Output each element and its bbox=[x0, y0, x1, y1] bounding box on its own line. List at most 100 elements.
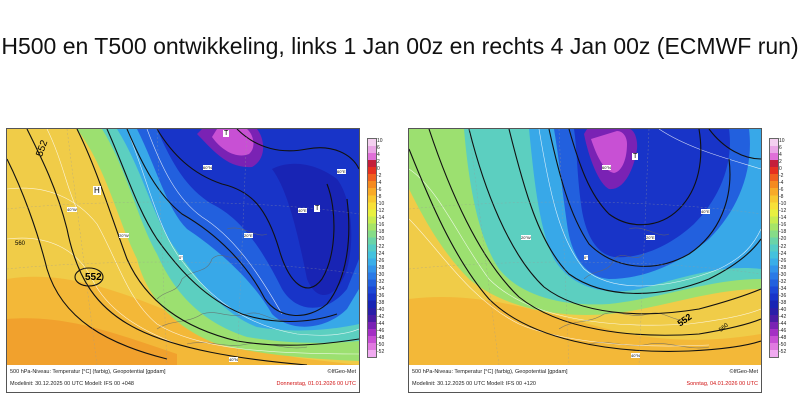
colorbar-tick-label: -8 bbox=[377, 194, 382, 201]
map-right: 552 560 T 60°N 40°N 20°W 0° 20°E 40°E bbox=[408, 128, 762, 366]
temperature-field-left bbox=[7, 129, 359, 365]
colorbar-tick-label: 4 bbox=[377, 152, 380, 159]
colorbar-strip bbox=[769, 138, 779, 358]
footer-model-info: Modelinit: 30.12.2025 00 UTC Modell: IFS… bbox=[10, 381, 134, 387]
low-label-east: T bbox=[314, 205, 321, 212]
colorbar-tick-label: -38 bbox=[779, 299, 787, 306]
colorbar-tick-label: -36 bbox=[779, 292, 787, 299]
lon-label-40e: 40°E bbox=[298, 208, 307, 213]
colorbar-tick-label: -16 bbox=[377, 222, 385, 229]
colorbar-tick-label: -30 bbox=[377, 271, 385, 278]
lon-label-20e: 20°E bbox=[244, 233, 253, 238]
colorbar-tick-label: 0 bbox=[377, 166, 380, 173]
map-footer-left: 500 hPa-Niveau: Temperatur [°C] (farbig)… bbox=[6, 365, 360, 393]
lon-label-20w: 20°W bbox=[521, 235, 531, 240]
lon-label-40w: 40°W bbox=[67, 207, 77, 212]
colorbar-tick-label: -22 bbox=[377, 243, 385, 250]
contour-label-560: 560 bbox=[15, 241, 26, 247]
map-left: 552 560 552 H T T 60°N 40°N 40°W 20°W 0°… bbox=[6, 128, 360, 366]
lat-label-40n: 40°N bbox=[631, 353, 640, 358]
colorbar-tick-label: -18 bbox=[779, 229, 787, 236]
colorbar-tick-label: -52 bbox=[779, 348, 787, 355]
colorbar-tick-label: -14 bbox=[377, 215, 385, 222]
map-panel-right: 552 560 T 60°N 40°N 20°W 0° 20°E 40°E 10… bbox=[408, 128, 800, 393]
colorbar-tick-label: -50 bbox=[377, 341, 385, 348]
colorbar-tick-label: -30 bbox=[779, 271, 787, 278]
low-label: T bbox=[632, 153, 639, 160]
colorbar-tick-label: -32 bbox=[377, 278, 385, 285]
footer-description: 500 hPa-Niveau: Temperatur [°C] (farbig)… bbox=[10, 369, 166, 375]
colorbar-tick-label: -52 bbox=[377, 348, 385, 355]
colorbar-tick-label: -48 bbox=[779, 334, 787, 341]
colorbar-tick-label: -6 bbox=[377, 187, 382, 194]
colorbar-tick-label: 6 bbox=[377, 145, 380, 152]
valid-time: Sonntag, 04.01.2026 00 UTC bbox=[686, 381, 758, 387]
colorbar-tick-label: -24 bbox=[779, 250, 787, 257]
colorbar-tick-label: -42 bbox=[779, 313, 787, 320]
colorbar-tick-label: -10 bbox=[779, 201, 787, 208]
colorbar-tick-label: -20 bbox=[779, 236, 787, 243]
colorbar-tick-label: -40 bbox=[779, 306, 787, 313]
colorbar-tick-label: -34 bbox=[377, 285, 385, 292]
contour-label-552-closed: 552 bbox=[85, 272, 102, 283]
colorbar-tick-label: 2 bbox=[377, 159, 380, 166]
colorbar-tick-label: -44 bbox=[779, 320, 787, 327]
colorbar-tick-label: -8 bbox=[779, 194, 784, 201]
lat-label-60n: 60°N bbox=[602, 165, 611, 170]
colorbar-left: 10 6 4 2 0 -2 -4 -6 -8 -10 -12 -14 -16 -18 -20 -22 -24 -2… bbox=[367, 134, 395, 364]
lon-label-20w: 20°W bbox=[119, 233, 129, 238]
colorbar-tick-label: -32 bbox=[779, 278, 787, 285]
lon-label-20e: 20°E bbox=[646, 235, 655, 240]
copyright-label: ©IfGeo-Met bbox=[327, 369, 356, 375]
colorbar-tick-label: -26 bbox=[779, 257, 787, 264]
colorbar-tick-label: -18 bbox=[377, 229, 385, 236]
colorbar-tick-label: -2 bbox=[779, 173, 784, 180]
lat-label-60n: 60°N bbox=[203, 165, 212, 170]
copyright-label: ©IfGeo-Met bbox=[729, 369, 758, 375]
colorbar-tick-label: -22 bbox=[779, 243, 787, 250]
colorbar-tick-label: -34 bbox=[779, 285, 787, 292]
colorbar-tick-label: -4 bbox=[377, 180, 382, 187]
footer-description: 500 hPa-Niveau: Temperatur [°C] (farbig)… bbox=[412, 369, 568, 375]
colorbar-tick-label: -12 bbox=[779, 208, 787, 215]
colorbar-tick-label: -40 bbox=[377, 306, 385, 313]
colorbar-tick-label: -26 bbox=[377, 257, 385, 264]
colorbar-tick-label: -38 bbox=[377, 299, 385, 306]
valid-time: Donnerstag, 01.01.2026 00 UTC bbox=[276, 381, 357, 387]
colorbar-tick-label: -24 bbox=[377, 250, 385, 257]
colorbar-strip bbox=[367, 138, 377, 358]
low-label: T bbox=[223, 130, 230, 137]
colorbar-tick-label: -36 bbox=[377, 292, 385, 299]
lon-label-40e: 40°E bbox=[701, 209, 710, 214]
temperature-field-right bbox=[409, 129, 761, 365]
colorbar-tick-label: -2 bbox=[377, 173, 382, 180]
colorbar-tick-label: 2 bbox=[779, 159, 782, 166]
colorbar-tick-label: 0 bbox=[779, 166, 782, 173]
colorbar-tick-label: -14 bbox=[779, 215, 787, 222]
colorbar-tick-label: -42 bbox=[377, 313, 385, 320]
footer-model-info: Modelinit: 30.12.2025 00 UTC Modell: IFS… bbox=[412, 381, 536, 387]
colorbar-tick-label: -10 bbox=[377, 201, 385, 208]
colorbar-tick-label: -6 bbox=[779, 187, 784, 194]
lon-label-60e: 60°E bbox=[337, 169, 346, 174]
colorbar-tick-label: -46 bbox=[779, 327, 787, 334]
colorbar-tick-label: -16 bbox=[779, 222, 787, 229]
colorbar-tick-label: 4 bbox=[779, 152, 782, 159]
colorbar-tick-label: -4 bbox=[779, 180, 784, 187]
lon-label-0: 0° bbox=[584, 255, 588, 260]
colorbar-tick-label: -48 bbox=[377, 334, 385, 341]
slide-title: H500 en T500 ontwikkeling, links 1 Jan 0… bbox=[1, 33, 799, 59]
colorbar-tick-label: -20 bbox=[377, 236, 385, 243]
colorbar-tick-label: 10 bbox=[779, 138, 785, 145]
map-panel-left: 552 560 552 H T T 60°N 40°N 40°W 20°W 0°… bbox=[6, 128, 398, 393]
map-footer-right: 500 hPa-Niveau: Temperatur [°C] (farbig)… bbox=[408, 365, 762, 393]
colorbar-tick-label: 6 bbox=[779, 145, 782, 152]
colorbar-tick-label: -12 bbox=[377, 208, 385, 215]
colorbar-tick-label: -44 bbox=[377, 320, 385, 327]
colorbar-right: 10 6 4 2 0 -2 -4 -6 -8 -10 -12 -14 -16 -18 -20 -22 -24 -2… bbox=[769, 134, 797, 364]
lat-label-40n: 40°N bbox=[229, 357, 238, 362]
colorbar-tick-label: -28 bbox=[377, 264, 385, 271]
colorbar-tick-label: 10 bbox=[377, 138, 383, 145]
colorbar-tick-label: -46 bbox=[377, 327, 385, 334]
lon-label-0: 0° bbox=[179, 255, 183, 260]
